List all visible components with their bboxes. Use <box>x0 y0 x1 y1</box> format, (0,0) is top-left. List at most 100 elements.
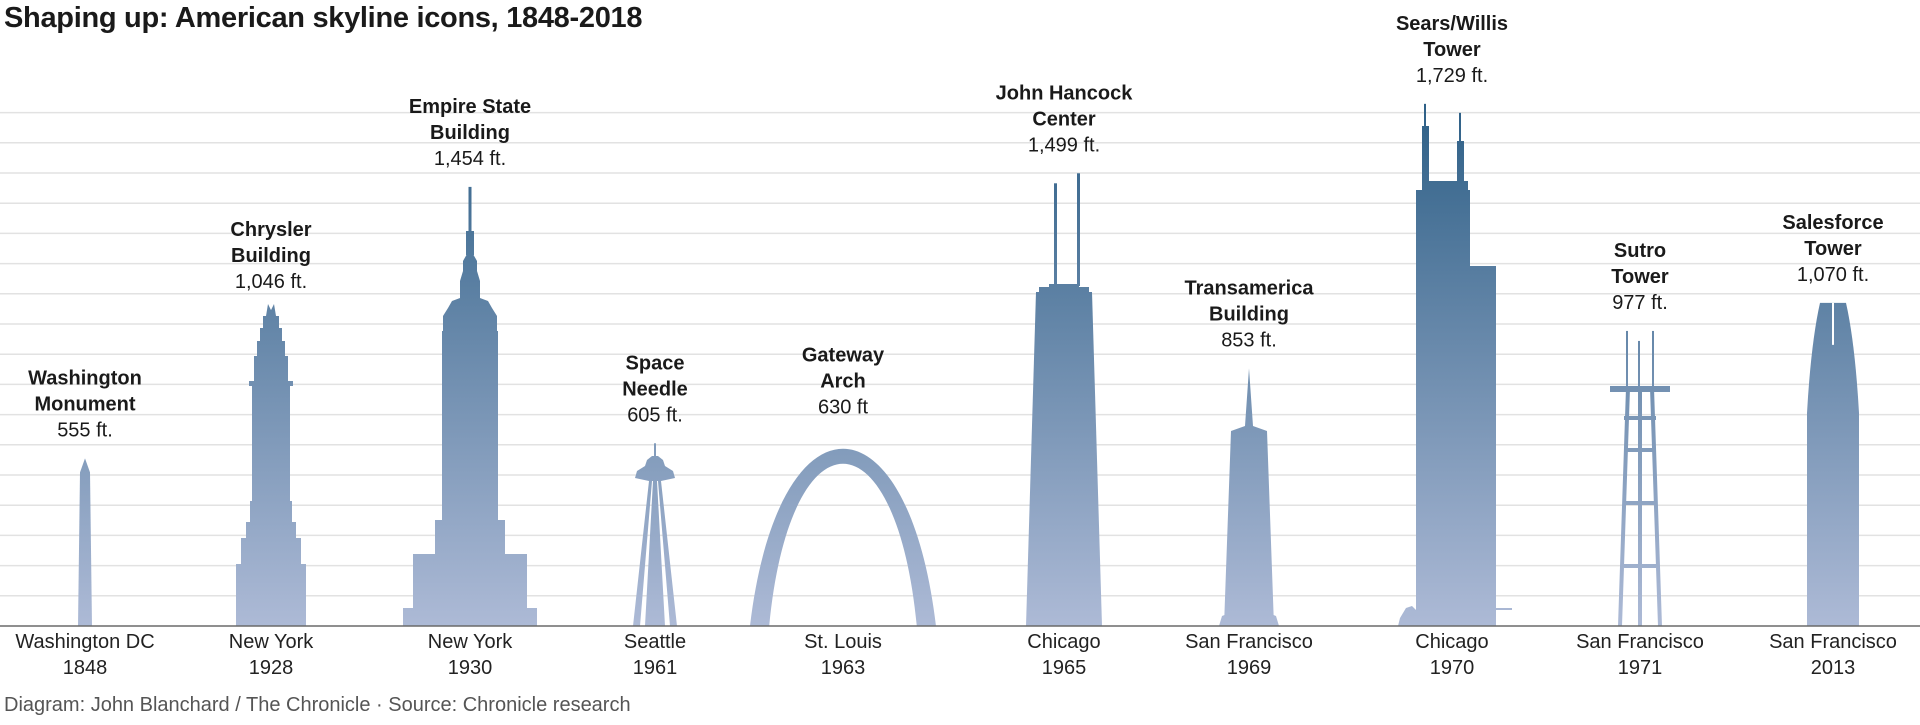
antenna <box>1054 183 1057 286</box>
buildings <box>78 103 1859 626</box>
city-label: San Francisco <box>1185 631 1313 653</box>
building-john-hancock <box>1026 173 1102 626</box>
antenna <box>1077 173 1080 286</box>
building-name: Sutro <box>1614 240 1666 262</box>
building-label-transamerica: 853 ft. Transamerica Building San Francisco… <box>1185 277 1315 679</box>
city-label: Washington DC <box>15 631 154 653</box>
building-part <box>413 554 527 610</box>
building-part <box>1416 190 1470 626</box>
building-name: Space <box>626 352 685 374</box>
building-name: Needle <box>622 378 688 400</box>
building-part <box>442 331 498 523</box>
building-name: Building <box>430 122 510 144</box>
building-part <box>1457 141 1464 186</box>
arch-shape <box>750 448 936 626</box>
credit-line: Diagram: John Blanchard / The Chronicle … <box>4 694 631 716</box>
building-part <box>1271 614 1279 626</box>
antenna <box>654 443 656 458</box>
building-part <box>246 522 296 540</box>
needle-legs <box>633 481 677 626</box>
height-label: 630 ft <box>818 397 868 419</box>
year-label: 1930 <box>448 657 493 679</box>
building-name: Salesforce <box>1782 212 1883 234</box>
crossbar <box>1624 448 1656 452</box>
building-label-needle: 605 ft. Space Needle Seattle 1961 <box>622 352 688 679</box>
building-part <box>466 231 474 255</box>
building-part <box>435 520 505 556</box>
gridlines <box>0 111 1920 597</box>
building-gateway-arch <box>750 448 936 626</box>
antenna <box>1652 330 1654 388</box>
height-label: 1,499 ft. <box>1028 134 1100 156</box>
building-part <box>403 608 537 626</box>
building-name: Chrysler <box>230 219 311 241</box>
year-label: 1848 <box>63 657 108 679</box>
year-label: 1965 <box>1042 657 1087 679</box>
year-label: 1963 <box>821 657 866 679</box>
city-label: New York <box>428 631 513 653</box>
antenna <box>1638 340 1640 388</box>
labels: 555 ft. Washington Monument Washington DC 18… <box>15 13 1897 679</box>
building-part <box>1422 181 1468 191</box>
building-label-empire: 1,454 ft. Empire State Building New York 193… <box>409 96 531 679</box>
building-shape <box>78 458 92 626</box>
building-shape <box>1807 302 1859 626</box>
crossbar <box>1624 416 1656 420</box>
building-part <box>1398 606 1416 626</box>
building-label-hancock: 1,499 ft. John Hancock Center Chicago 1965 <box>996 82 1134 679</box>
building-name: Empire State <box>409 96 531 118</box>
building-part <box>1049 284 1079 288</box>
building-part <box>241 538 301 566</box>
building-name: John Hancock <box>996 82 1134 104</box>
building-part <box>252 384 290 504</box>
building-transamerica <box>1219 368 1279 626</box>
height-label: 555 ft. <box>57 419 113 441</box>
building-part <box>1039 287 1089 293</box>
building-name: Transamerica <box>1185 277 1315 299</box>
building-name: Center <box>1032 108 1096 130</box>
building-label-washington: 555 ft. Washington Monument Washington DC 18… <box>15 367 154 679</box>
building-name: Tower <box>1804 238 1862 260</box>
building-name: Arch <box>820 371 866 393</box>
building-space-needle <box>633 443 677 626</box>
year-label: 1961 <box>633 657 678 679</box>
building-name: Tower <box>1611 266 1669 288</box>
building-sears-tower <box>1398 103 1512 626</box>
height-label: 1,729 ft. <box>1416 65 1488 87</box>
sutro-legs <box>1618 388 1662 626</box>
building-washington-monument <box>78 458 92 626</box>
needle-top <box>635 456 675 481</box>
city-label: San Francisco <box>1576 631 1704 653</box>
antenna <box>1459 112 1461 141</box>
building-part <box>250 501 292 523</box>
building-shape <box>1026 292 1102 626</box>
building-label-arch: 630 ft Gateway Arch St. Louis 1963 <box>802 345 885 679</box>
crossbar <box>1624 564 1656 568</box>
height-label: 1,454 ft. <box>434 148 506 170</box>
crown-slot <box>1832 302 1834 345</box>
building-label-sutro: 977 ft. Sutro Tower San Francisco 1971 <box>1576 240 1704 679</box>
skyline-diagram: 555 ft. Washington Monument Washington DC 18… <box>0 13 1920 679</box>
height-label: 853 ft. <box>1221 329 1277 351</box>
city-label: New York <box>229 631 314 653</box>
antenna <box>1626 330 1628 388</box>
building-salesforce-tower <box>1807 302 1859 626</box>
year-label: 1971 <box>1618 657 1663 679</box>
city-label: Seattle <box>624 631 686 653</box>
building-label-chrysler: 1,046 ft. Chrysler Building New York 1928 <box>229 219 314 679</box>
building-sutro-tower <box>1610 330 1670 626</box>
building-name: Gateway <box>802 345 885 367</box>
height-label: 1,070 ft. <box>1797 264 1869 286</box>
building-part <box>1496 608 1512 610</box>
building-name: Washington <box>28 367 142 389</box>
building-label-salesforce: 1,070 ft. Salesforce Tower San Francisco 201… <box>1769 212 1897 679</box>
chart-title: Shaping up: American skyline icons, 1848… <box>4 2 643 34</box>
height-label: 977 ft. <box>1612 292 1668 314</box>
building-shape <box>254 304 288 382</box>
antenna <box>1424 103 1426 126</box>
building-part <box>647 620 663 626</box>
building-part <box>1422 126 1429 186</box>
city-label: Chicago <box>1415 631 1488 653</box>
building-name: Tower <box>1423 39 1481 61</box>
crossbar <box>1624 501 1656 505</box>
